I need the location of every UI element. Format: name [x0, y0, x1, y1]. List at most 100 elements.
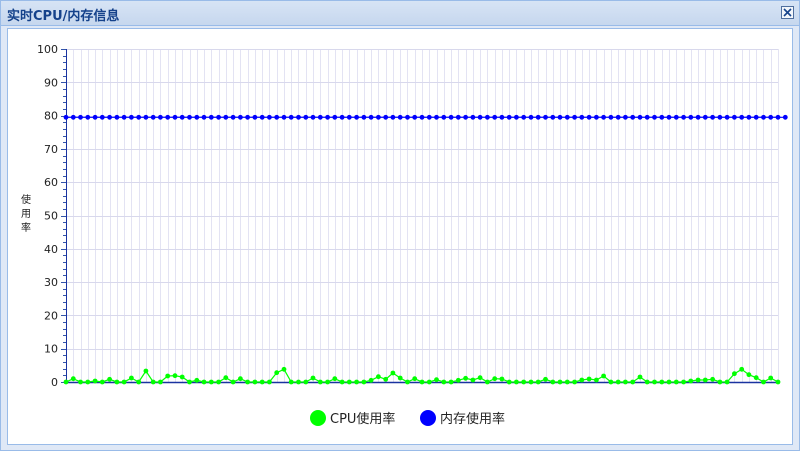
- data-point: [325, 114, 330, 120]
- data-point: [339, 114, 345, 120]
- data-point: [78, 114, 83, 120]
- data-point: [281, 114, 287, 120]
- data-point: [535, 379, 541, 385]
- legend-swatch: [420, 410, 436, 426]
- data-point: [768, 114, 774, 120]
- data-point: [492, 376, 498, 382]
- data-point: [201, 379, 207, 385]
- data-point: [354, 114, 359, 120]
- data-point: [150, 379, 156, 385]
- data-point: [717, 114, 723, 120]
- data-point: [201, 114, 207, 120]
- data-point: [659, 114, 665, 120]
- data-point: [70, 114, 76, 120]
- data-point: [216, 114, 222, 120]
- data-point: [572, 114, 577, 120]
- data-point: [245, 114, 251, 120]
- data-point: [644, 114, 650, 120]
- window-titlebar[interactable]: 实时CPU/内存信息: [1, 1, 799, 26]
- data-point: [630, 379, 636, 385]
- data-point: [637, 114, 643, 120]
- data-point: [136, 114, 142, 120]
- data-point: [739, 114, 745, 120]
- data-point: [630, 114, 636, 120]
- data-point: [63, 379, 69, 385]
- y-tick-label: 40: [44, 243, 58, 256]
- data-point: [514, 114, 519, 120]
- data-point: [441, 379, 447, 385]
- series-cpu: [63, 366, 781, 385]
- data-point: [310, 114, 316, 120]
- data-point: [99, 379, 105, 385]
- data-point: [267, 114, 272, 120]
- data-point: [107, 114, 112, 120]
- data-point: [223, 114, 229, 120]
- legend-label: 内存使用率: [440, 411, 505, 427]
- data-point: [455, 114, 461, 120]
- data-point: [325, 379, 330, 385]
- data-point: [383, 376, 389, 382]
- data-point: [361, 379, 367, 385]
- data-point: [506, 114, 512, 120]
- data-point: [666, 114, 672, 120]
- data-point: [179, 114, 185, 120]
- data-point: [129, 375, 134, 381]
- data-point: [710, 114, 715, 120]
- data-point: [172, 114, 178, 120]
- window-title: 实时CPU/内存信息: [7, 9, 120, 24]
- data-point: [594, 377, 599, 383]
- data-point: [485, 379, 490, 385]
- data-point: [129, 114, 134, 120]
- data-point: [143, 368, 149, 374]
- data-point: [615, 379, 621, 385]
- data-point: [499, 114, 505, 120]
- data-point: [296, 379, 301, 385]
- y-tick-labels: 0 10 20 30 40 50 60 70 80 90 100: [37, 43, 58, 389]
- data-point: [455, 377, 461, 383]
- data-point: [608, 114, 614, 120]
- data-point: [521, 379, 527, 385]
- data-point: [361, 114, 367, 120]
- data-point: [390, 370, 396, 376]
- data-point: [194, 114, 200, 120]
- data-point: [238, 114, 243, 120]
- data-point: [150, 114, 156, 120]
- data-point: [397, 375, 403, 381]
- data-point: [99, 114, 105, 120]
- data-point: [158, 114, 163, 120]
- data-point: [688, 378, 694, 384]
- data-point: [317, 114, 323, 120]
- data-point: [732, 371, 737, 377]
- series-memory: [63, 114, 788, 120]
- data-point: [594, 114, 599, 120]
- data-point: [259, 379, 265, 385]
- close-button[interactable]: [781, 6, 794, 19]
- data-point: [673, 379, 679, 385]
- data-point: [303, 379, 309, 385]
- y-tick-label: 100: [37, 43, 58, 56]
- data-point: [564, 379, 570, 385]
- data-point: [753, 375, 759, 381]
- data-point: [143, 114, 149, 120]
- data-point: [107, 376, 112, 382]
- data-point: [448, 114, 454, 120]
- data-point: [259, 114, 265, 120]
- data-point: [535, 114, 541, 120]
- data-point: [63, 114, 69, 120]
- data-point: [267, 379, 272, 385]
- data-point: [695, 114, 701, 120]
- data-point: [85, 379, 91, 385]
- data-point: [521, 114, 527, 120]
- data-point: [543, 114, 548, 120]
- data-point: [317, 379, 323, 385]
- data-point: [601, 373, 606, 379]
- data-point: [252, 114, 258, 120]
- data-point: [238, 376, 243, 382]
- data-point: [281, 366, 287, 372]
- data-point: [179, 374, 185, 380]
- data-point: [412, 114, 418, 120]
- data-point: [208, 114, 214, 120]
- y-axis-label: 使用率: [21, 193, 31, 234]
- legend-swatch: [310, 410, 326, 426]
- data-point: [303, 114, 309, 120]
